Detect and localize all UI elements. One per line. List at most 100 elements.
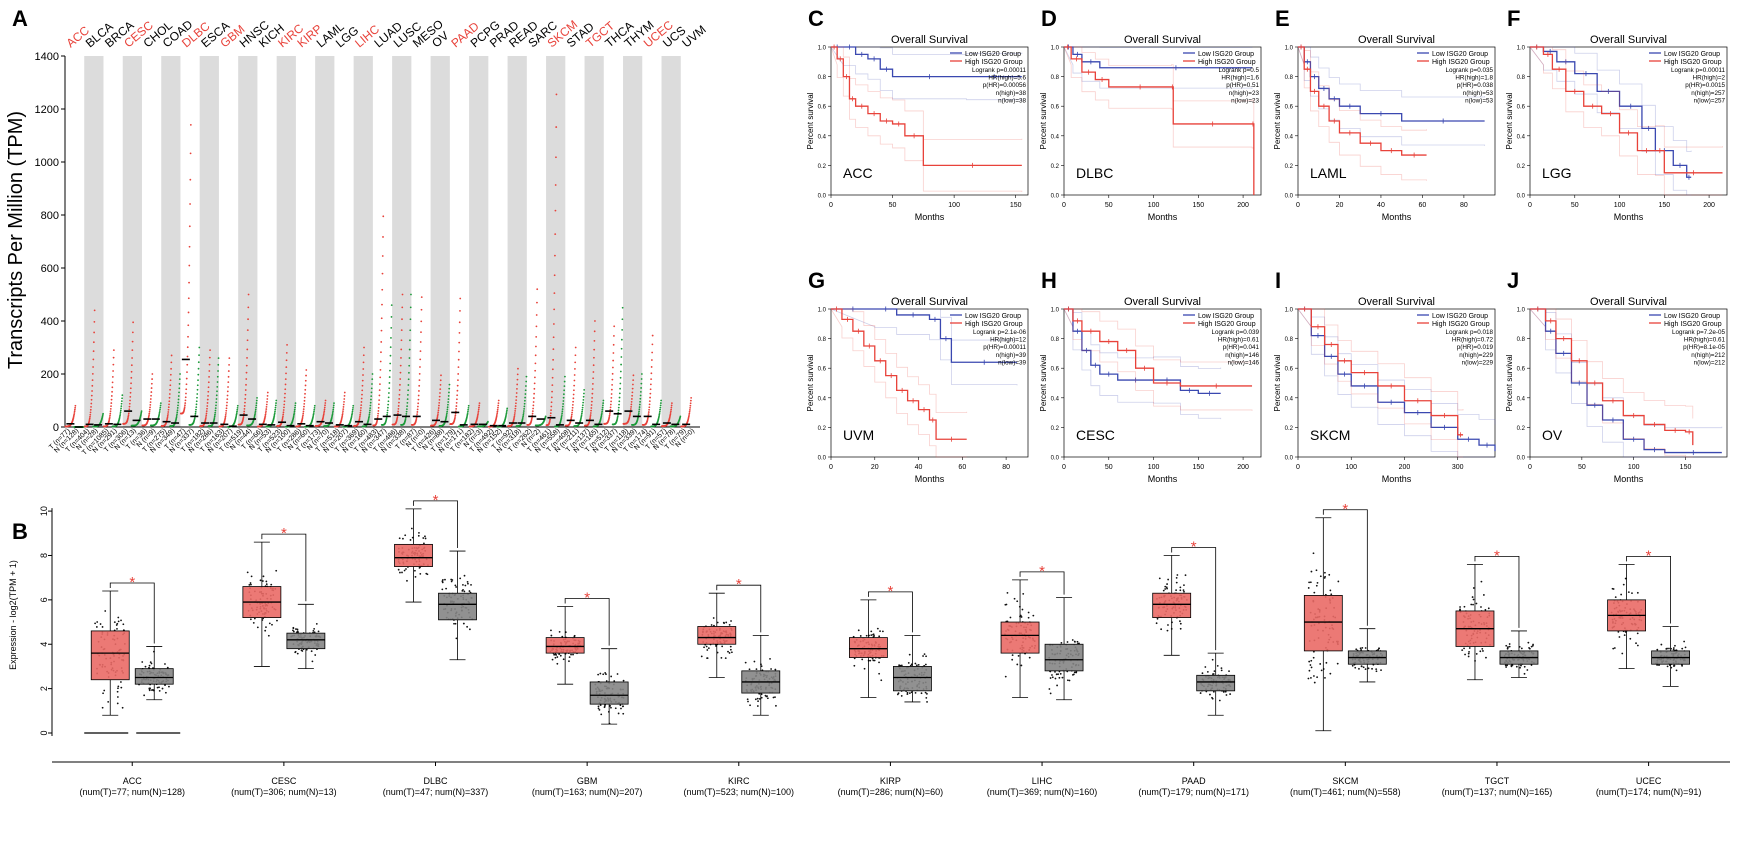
tumor-point: [458, 341, 461, 344]
significance-bracket: [564, 598, 610, 646]
tumor-point: [1020, 664, 1023, 667]
tumor-point: [99, 623, 102, 625]
tumor-point: [398, 398, 401, 400]
tumor-point: [1021, 608, 1024, 611]
tumor-point: [360, 404, 363, 406]
tumor-point: [1636, 644, 1639, 647]
normal-point: [610, 675, 613, 678]
y-tick-label: 2: [39, 686, 49, 691]
normal-point: [1527, 641, 1530, 644]
tumor-point: [379, 376, 382, 379]
normal-point: [1054, 670, 1056, 673]
normal-point: [524, 389, 527, 392]
significance-bracket: [1171, 547, 1217, 651]
normal-point: [408, 364, 411, 367]
tumor-point: [358, 418, 361, 421]
tumor-point: [649, 388, 652, 391]
tumor-point: [283, 396, 286, 399]
normal-point: [368, 416, 370, 419]
significance-star: *: [887, 583, 893, 600]
tumor-point: [556, 656, 559, 658]
normal-point: [164, 663, 166, 665]
tumor-point: [285, 359, 288, 362]
panel-label-f: F: [1507, 6, 1520, 31]
tumor-point: [149, 401, 152, 404]
normal-point: [408, 357, 411, 359]
normal-point: [255, 402, 258, 404]
normal-point: [1225, 694, 1228, 696]
normal-point: [102, 412, 104, 415]
tumor-point: [90, 405, 92, 408]
significance-bracket: [716, 584, 762, 633]
column-band: [661, 56, 681, 427]
tumor-point: [1324, 571, 1326, 574]
tumor-point: [649, 392, 652, 395]
normal-point: [121, 394, 124, 397]
normal-point: [521, 416, 524, 419]
normal-point: [616, 673, 619, 675]
tumor-point: [268, 622, 271, 625]
normal-point: [462, 622, 465, 625]
tumor-point: [1016, 600, 1019, 603]
normal-point: [907, 662, 910, 664]
tumor-point: [1011, 658, 1014, 661]
normal-point: [141, 661, 144, 663]
tumor-point: [870, 630, 873, 633]
normal-point: [618, 396, 621, 399]
normal-point: [463, 590, 466, 593]
tumor-point: [516, 378, 519, 381]
tumor-point: [612, 352, 615, 354]
tumor-point: [533, 392, 536, 395]
tumor-point: [148, 410, 151, 413]
tumor-point: [555, 126, 558, 128]
tumor-point: [1475, 653, 1478, 655]
tumor-point: [632, 374, 635, 377]
tumor-point: [109, 412, 112, 415]
tumor-point: [89, 415, 91, 418]
y-tick-label: 4: [39, 642, 49, 647]
tumor-point: [89, 411, 92, 414]
tumor-point: [592, 377, 595, 380]
normal-point: [158, 689, 161, 692]
normal-point: [196, 384, 199, 387]
tumor-point: [112, 363, 115, 366]
normal-point: [176, 409, 179, 412]
tumor-point: [423, 542, 425, 545]
tumor-point: [401, 318, 403, 321]
tumor-point: [1016, 663, 1019, 666]
tumor-point: [129, 399, 131, 402]
tumor-point: [592, 364, 595, 367]
normal-point: [143, 694, 146, 697]
tumor-point: [111, 390, 113, 393]
significance-star: *: [1342, 501, 1348, 518]
tumor-point: [276, 619, 278, 622]
tumor-point: [271, 623, 273, 626]
normal-point: [605, 673, 607, 676]
tumor-point: [188, 264, 191, 267]
normal-point: [774, 696, 776, 699]
tumor-point: [129, 395, 132, 398]
normal-point: [214, 411, 217, 414]
tumor-point: [724, 657, 727, 660]
normal-point: [352, 406, 354, 409]
normal-point: [1530, 645, 1533, 648]
normal-point: [621, 318, 624, 321]
normal-point: [118, 416, 121, 418]
normal-point: [922, 655, 924, 657]
tumor-point: [535, 335, 538, 338]
normal-point: [179, 373, 181, 375]
tumor-point: [589, 415, 592, 418]
tumor-point: [102, 692, 104, 695]
normal-point: [370, 398, 372, 401]
normal-point: [405, 408, 408, 411]
tumor-point: [515, 402, 517, 405]
normal-point: [926, 692, 928, 695]
tumor-point: [189, 152, 192, 155]
tumor-point: [305, 374, 307, 377]
tumor-point: [265, 580, 268, 583]
tumor-point: [1482, 594, 1485, 596]
tumor-point: [1614, 596, 1617, 599]
group-count-label: (num(T)=306; num(N)=13): [231, 787, 337, 797]
tumor-point: [418, 372, 421, 375]
tumor-point: [1166, 629, 1169, 632]
